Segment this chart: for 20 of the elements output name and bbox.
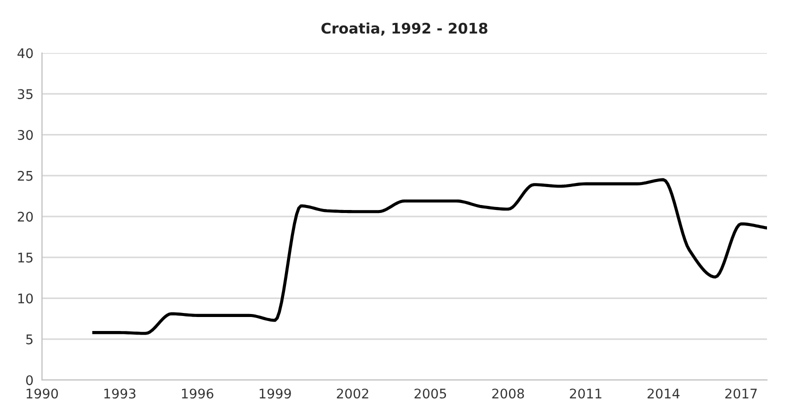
y-tick-label: 40 [18,48,33,58]
y-tick-label: 25 [18,170,33,181]
y-tick-label: 0 [26,375,33,386]
chart-title: Croatia, 1992 - 2018 [321,22,488,36]
y-tick-label: 15 [18,252,33,263]
x-tick-label: 2002 [336,388,368,399]
x-tick-label: 1999 [260,388,291,399]
x-tick-label: 2017 [725,388,757,399]
y-tick-label: 30 [18,130,33,140]
y-tick-label: 5 [26,334,33,344]
x-tick-label: 1993 [104,388,136,399]
y-tick-label: 10 [18,293,33,304]
x-tick-label: 1990 [26,388,58,399]
x-tick-label: 2005 [414,388,446,399]
x-tick-label: 1996 [182,388,214,399]
y-tick-label: 35 [18,89,33,100]
y-tick-label: 20 [18,212,33,222]
x-tick-label: 2008 [492,388,524,399]
x-tick-label: 2014 [648,388,680,399]
x-tick-label: 2011 [570,388,602,399]
